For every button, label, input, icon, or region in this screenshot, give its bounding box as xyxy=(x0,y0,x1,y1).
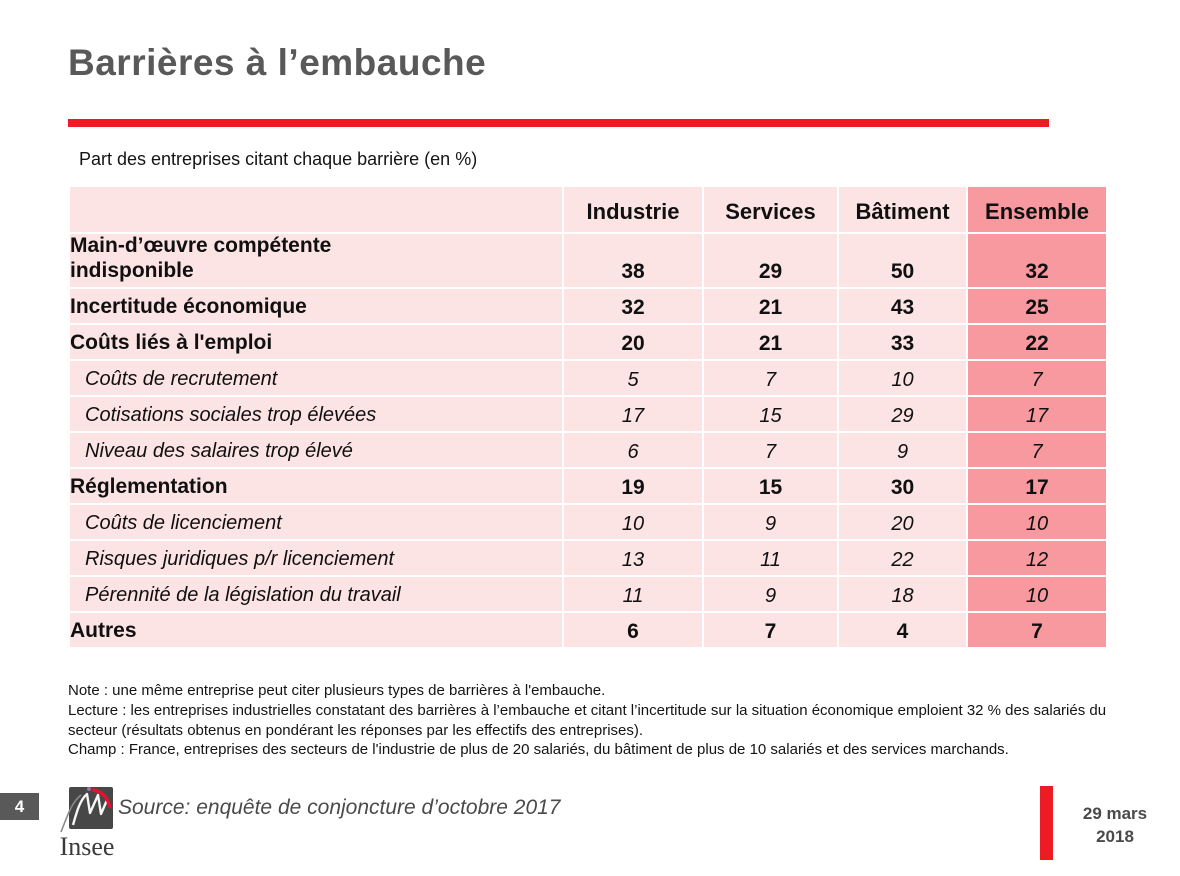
row-label: Incertitude économique xyxy=(70,288,562,323)
cell-value: 15 xyxy=(704,468,837,503)
cell-value: 7 xyxy=(704,612,837,647)
table-row: Main-d’œuvre compétente indisponible 38 29… xyxy=(70,234,1106,287)
cell-value: 7 xyxy=(704,360,837,395)
cell-value: 30 xyxy=(839,468,966,503)
cell-value: 21 xyxy=(704,324,837,359)
cell-value: 9 xyxy=(704,576,837,611)
page-title: Barrières à l’embauche xyxy=(68,42,487,83)
table-row: Risques juridiques p/r licenciement 13 11 2… xyxy=(70,540,1106,575)
source-line: Source: enquête de conjoncture d’octobre… xyxy=(118,796,561,819)
cell-value: 7 xyxy=(968,360,1106,395)
cell-value: 22 xyxy=(839,540,966,575)
cell-value: 11 xyxy=(704,540,837,575)
cell-value: 10 xyxy=(968,576,1106,611)
cell-value: 43 xyxy=(839,288,966,323)
row-label: Niveau des salaires trop élevé xyxy=(70,432,562,467)
cell-value: 19 xyxy=(564,468,702,503)
cell-value: 12 xyxy=(968,540,1106,575)
date-accent-bar xyxy=(1040,786,1053,860)
cell-value: 38 xyxy=(564,234,702,287)
row-label: Coûts de licenciement xyxy=(70,504,562,539)
row-label: Cotisations sociales trop élevées xyxy=(70,396,562,431)
cell-value: 6 xyxy=(564,612,702,647)
row-label: Risques juridiques p/r licenciement xyxy=(70,540,562,575)
table-row: Incertitude économique 32 21 43 25 xyxy=(70,288,1106,323)
cell-value: 9 xyxy=(704,504,837,539)
cell-value: 17 xyxy=(968,468,1106,503)
insee-logo: Insee xyxy=(52,785,122,860)
cell-value: 11 xyxy=(564,576,702,611)
column-header-ensemble: Ensemble xyxy=(968,187,1106,232)
column-header-industrie: Industrie xyxy=(564,187,702,232)
barriers-table: Industrie Services Bâtiment Ensemble Mai… xyxy=(68,185,1108,649)
slide-date: 29 mars 2018 xyxy=(1058,802,1172,848)
insee-logo-icon xyxy=(60,787,113,833)
cell-value: 10 xyxy=(839,360,966,395)
cell-value: 6 xyxy=(564,432,702,467)
champ-line: Champ : France, entreprises des secteurs… xyxy=(68,741,1009,759)
cell-value: 20 xyxy=(839,504,966,539)
note-line: Note : une même entreprise peut citer pl… xyxy=(68,682,606,699)
column-header-batiment: Bâtiment xyxy=(839,187,966,232)
table-header-row: Industrie Services Bâtiment Ensemble xyxy=(70,187,1106,232)
table-row: Cotisations sociales trop élevées 17 15 29 1… xyxy=(70,396,1106,431)
column-header-empty xyxy=(70,187,562,232)
cell-value: 15 xyxy=(704,396,837,431)
page-number-badge: 4 xyxy=(0,793,39,820)
cell-value: 13 xyxy=(564,540,702,575)
cell-value: 4 xyxy=(839,612,966,647)
cell-value: 10 xyxy=(564,504,702,539)
row-label: Coûts liés à l'emploi xyxy=(70,324,562,359)
row-label: Autres xyxy=(70,612,562,647)
cell-value: 5 xyxy=(564,360,702,395)
cell-value: 50 xyxy=(839,234,966,287)
table-row: Coûts de licenciement 10 9 20 10 xyxy=(70,504,1106,539)
slide-date-line2: 2018 xyxy=(1096,827,1134,846)
table-caption: Part des entreprises citant chaque barri… xyxy=(79,149,478,169)
cell-value: 22 xyxy=(968,324,1106,359)
table-body: Main-d’œuvre compétente indisponible 38 29… xyxy=(70,234,1106,647)
cell-value: 33 xyxy=(839,324,966,359)
cell-value: 7 xyxy=(968,432,1106,467)
cell-value: 21 xyxy=(704,288,837,323)
row-label: Coûts de recrutement xyxy=(70,360,562,395)
cell-value: 17 xyxy=(564,396,702,431)
row-label: Main-d’œuvre compétente indisponible xyxy=(70,234,562,287)
insee-logo-text: Insee xyxy=(59,832,115,861)
column-header-services: Services xyxy=(704,187,837,232)
table-row: Pérennité de la législation du travail 11… xyxy=(70,576,1106,611)
row-label: Pérennité de la législation du travail xyxy=(70,576,562,611)
table-row: Niveau des salaires trop élevé 6 7 9 7 xyxy=(70,432,1106,467)
footnotes: Note : une même entreprise peut citer pl… xyxy=(68,681,1130,760)
barriers-table-wrapper: Industrie Services Bâtiment Ensemble Mai… xyxy=(68,185,1108,649)
accent-divider xyxy=(68,119,1049,127)
lecture-line: Lecture : les entreprises industrielles … xyxy=(68,701,1107,739)
cell-value: 32 xyxy=(968,234,1106,287)
table-row: Coûts de recrutement 5 7 10 7 xyxy=(70,360,1106,395)
slide-date-line1: 29 mars xyxy=(1082,804,1148,823)
cell-value: 10 xyxy=(968,504,1106,539)
cell-value: 9 xyxy=(839,432,966,467)
cell-value: 18 xyxy=(839,576,966,611)
cell-value: 7 xyxy=(704,432,837,467)
cell-value: 7 xyxy=(968,612,1106,647)
cell-value: 29 xyxy=(839,396,966,431)
row-label: Réglementation xyxy=(70,468,562,503)
cell-value: 29 xyxy=(704,234,837,287)
table-row: Autres 6 7 4 7 xyxy=(70,612,1106,647)
cell-value: 20 xyxy=(564,324,702,359)
table-row: Coûts liés à l'emploi 20 21 33 22 xyxy=(70,324,1106,359)
cell-value: 17 xyxy=(968,396,1106,431)
cell-value: 32 xyxy=(564,288,702,323)
decorative-dot xyxy=(87,787,91,791)
cell-value: 25 xyxy=(968,288,1106,323)
table-row: Réglementation 19 15 30 17 xyxy=(70,468,1106,503)
